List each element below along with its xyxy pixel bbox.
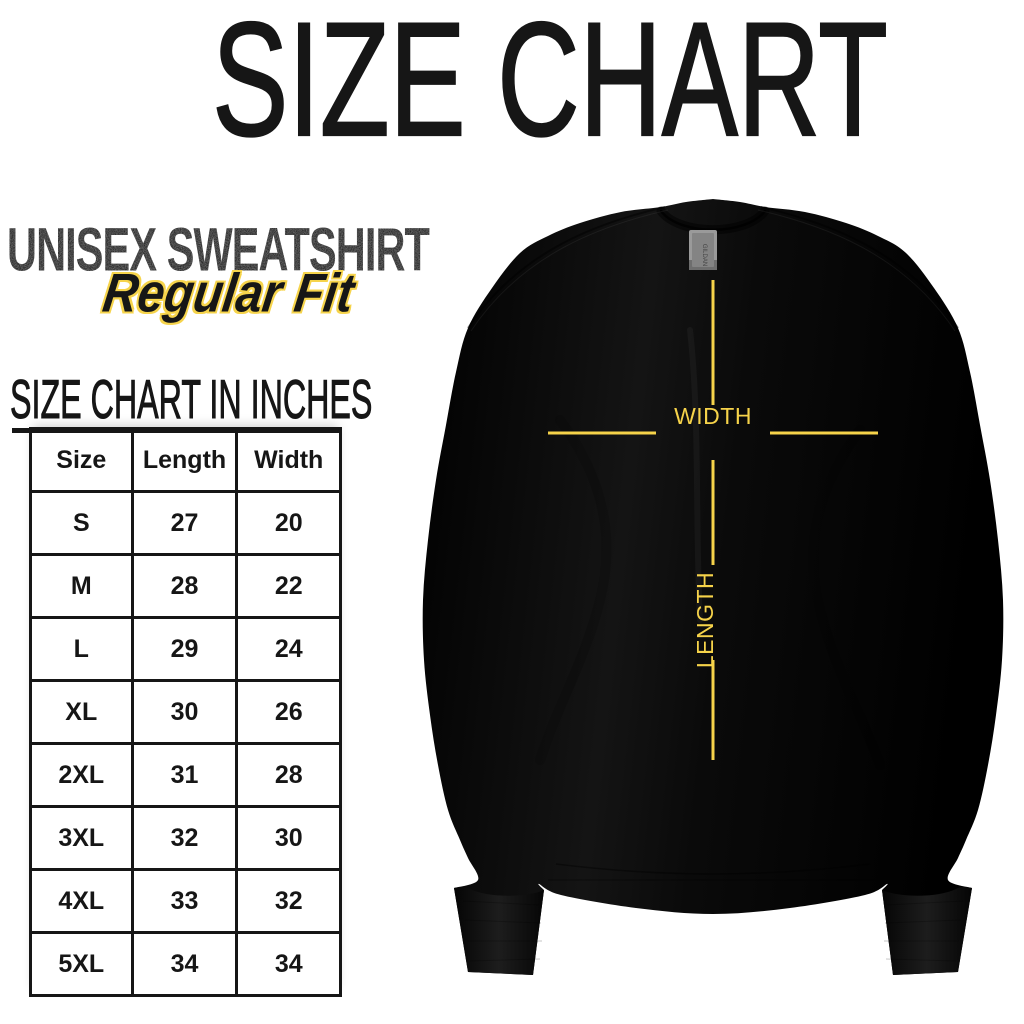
svg-text:GILDAN: GILDAN bbox=[701, 244, 707, 266]
svg-text:LENGTH: LENGTH bbox=[692, 572, 718, 668]
svg-text:WIDTH: WIDTH bbox=[674, 403, 752, 429]
